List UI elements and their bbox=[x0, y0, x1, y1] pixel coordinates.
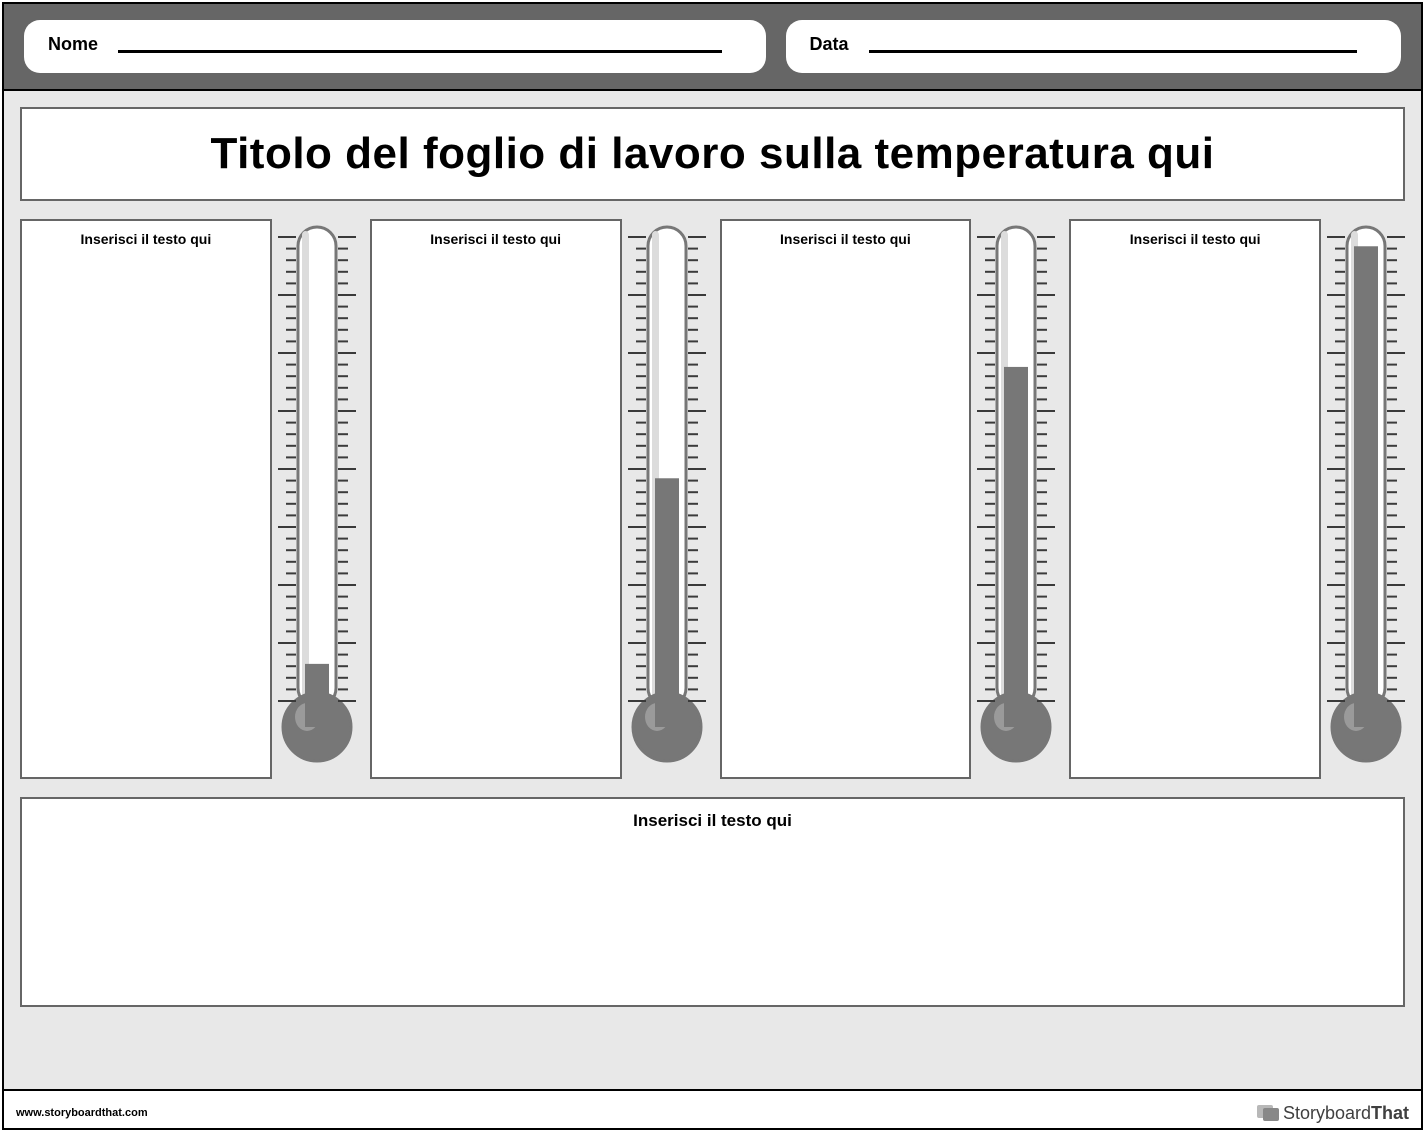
thermometer-icon bbox=[278, 219, 356, 779]
brand-light: Storyboard bbox=[1283, 1103, 1371, 1123]
footer-url: www.storyboardthat.com bbox=[16, 1107, 148, 1119]
thermometer-row: Inserisci il testo qui Inserisci il test… bbox=[20, 219, 1405, 779]
brand-bold: That bbox=[1371, 1103, 1409, 1123]
thermometer-icon bbox=[628, 219, 706, 779]
thermometer-group: Inserisci il testo qui bbox=[20, 219, 356, 779]
footer-bar: www.storyboardthat.com StoryboardThat bbox=[8, 1100, 1417, 1126]
date-label: Data bbox=[810, 34, 849, 55]
date-field[interactable]: Data bbox=[786, 20, 1401, 73]
header-bar: Nome Data bbox=[4, 4, 1421, 91]
thermometer-icon bbox=[977, 219, 1055, 779]
thermometer-group: Inserisci il testo qui bbox=[720, 219, 1056, 779]
name-underline bbox=[118, 50, 722, 53]
thermometer-group: Inserisci il testo qui bbox=[1069, 219, 1405, 779]
title-box: Titolo del foglio di lavoro sulla temper… bbox=[20, 107, 1405, 201]
footer-brand: StoryboardThat bbox=[1257, 1103, 1409, 1124]
text-box-placeholder: Inserisci il testo qui bbox=[382, 231, 610, 247]
thermometer-text-box[interactable]: Inserisci il testo qui bbox=[1069, 219, 1321, 779]
name-label: Nome bbox=[48, 34, 98, 55]
thermometer-text-box[interactable]: Inserisci il testo qui bbox=[20, 219, 272, 779]
date-underline bbox=[869, 50, 1357, 53]
name-field[interactable]: Nome bbox=[24, 20, 766, 73]
text-box-placeholder: Inserisci il testo qui bbox=[1081, 231, 1309, 247]
thermometer-text-box[interactable]: Inserisci il testo qui bbox=[370, 219, 622, 779]
worksheet-title: Titolo del foglio di lavoro sulla temper… bbox=[32, 129, 1393, 179]
bottom-box-placeholder: Inserisci il testo qui bbox=[34, 811, 1391, 831]
text-box-placeholder: Inserisci il testo qui bbox=[32, 231, 260, 247]
worksheet-frame: Nome Data Titolo del foglio di lavoro su… bbox=[2, 2, 1423, 1130]
thermometer-icon bbox=[1327, 219, 1405, 779]
storyboard-icon bbox=[1257, 1104, 1279, 1122]
text-box-placeholder: Inserisci il testo qui bbox=[732, 231, 960, 247]
content-area: Titolo del foglio di lavoro sulla temper… bbox=[4, 91, 1421, 1091]
thermometer-text-box[interactable]: Inserisci il testo qui bbox=[720, 219, 972, 779]
bottom-text-box[interactable]: Inserisci il testo qui bbox=[20, 797, 1405, 1007]
thermometer-group: Inserisci il testo qui bbox=[370, 219, 706, 779]
